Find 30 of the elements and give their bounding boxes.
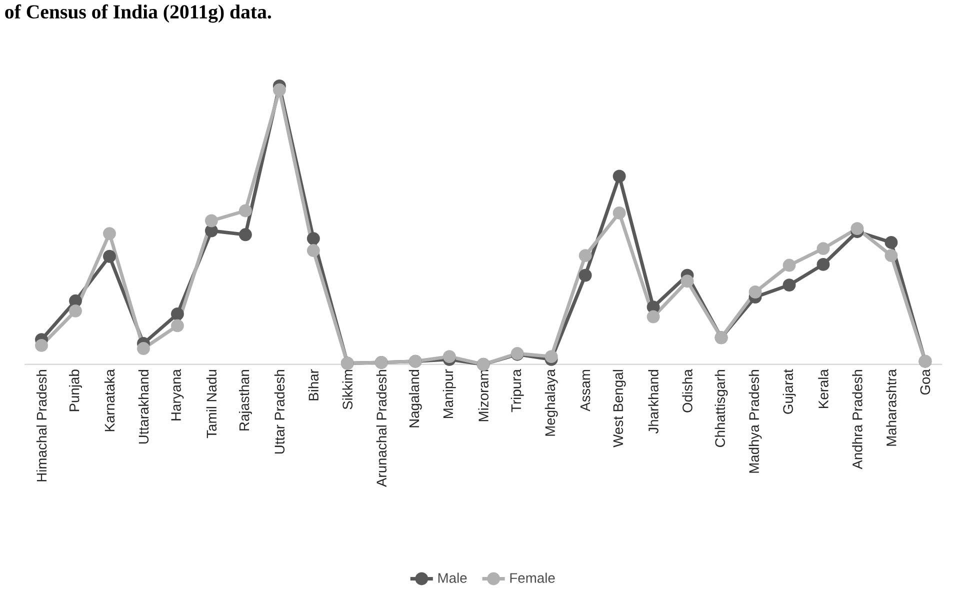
- x-tick-label: Uttarakhand: [138, 370, 149, 444]
- x-tick-label: Himachal Pradesh: [36, 370, 47, 482]
- x-tick-label: Tripura: [510, 369, 524, 412]
- x-tick-label: Andhra Pradesh: [852, 370, 862, 470]
- x-tick-label: Goa: [920, 369, 930, 395]
- x-tick-label: Gujarat: [782, 369, 796, 414]
- x-tick-label: Tamil Nadu: [206, 370, 217, 438]
- x-tick-label: Rajasthan: [238, 370, 252, 430]
- x-tick-label: Kerala: [818, 369, 828, 408]
- x-tick-label: West Bengal: [612, 370, 626, 448]
- x-tick-label: Sikkim: [342, 370, 353, 410]
- x-tick-label: Odisha: [682, 369, 692, 412]
- legend-label: Male: [438, 572, 467, 583]
- x-tick-label: Meghalaya: [544, 369, 558, 436]
- legend-label: Female: [510, 572, 555, 583]
- x-tick-label: Maharashtra: [886, 369, 896, 446]
- x-tick-label: Mizoram: [478, 370, 488, 422]
- chart-title: of Census of India (2011g) data.: [5, 4, 272, 23]
- x-tick-label: Punjab: [69, 370, 82, 412]
- x-tick-label: Madhya Pradesh: [748, 370, 762, 473]
- x-tick-label: Chhattisgarh: [714, 370, 728, 447]
- x-tick-label: Assam: [580, 370, 590, 412]
- x-tick-label: Bihar: [308, 369, 319, 400]
- x-tick-label: Haryana: [171, 369, 184, 420]
- x-tick-label: Jharkhand: [648, 370, 658, 434]
- x-tick-label: Manipur: [442, 369, 456, 418]
- x-tick-label: Arunachal Pradesh: [376, 370, 386, 487]
- x-tick-label: Uttar Pradesh: [274, 370, 285, 454]
- x-tick-label: Nagaland: [408, 370, 422, 428]
- x-tick-label: Karnataka: [104, 369, 115, 432]
